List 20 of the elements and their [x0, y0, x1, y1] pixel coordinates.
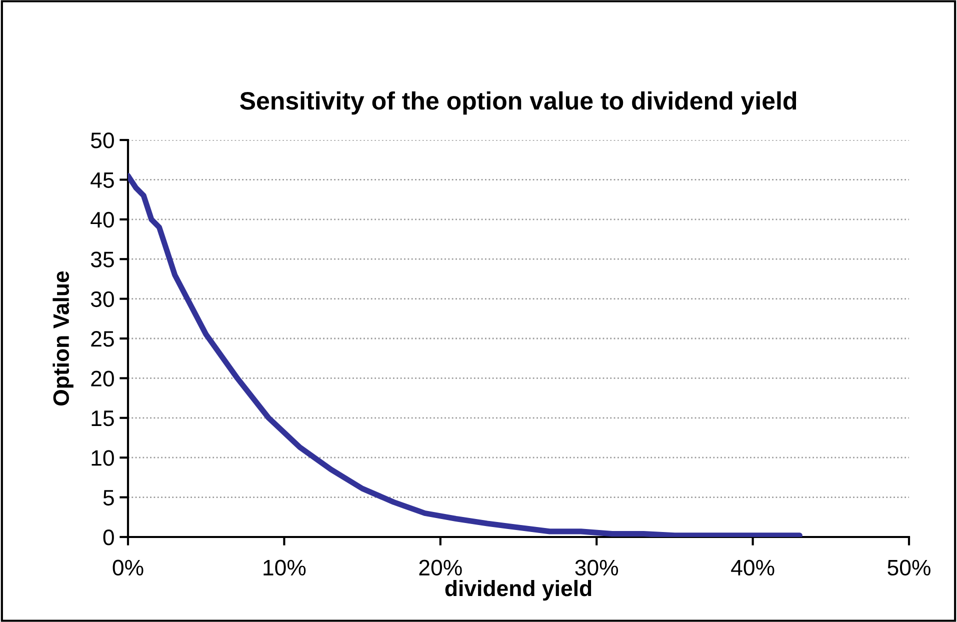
y-tick-label: 50	[90, 132, 114, 148]
x-tick-label: 0%	[112, 560, 144, 576]
y-tick-label: 25	[91, 331, 114, 347]
y-tick-label: 0	[103, 530, 114, 546]
chart-title: Sensitivity of the option value to dividend yield	[240, 91, 796, 115]
x-tick-label: 10%	[264, 560, 306, 576]
y-tick-label: 10	[92, 450, 114, 466]
x-tick-label: 30%	[575, 560, 618, 576]
y-tick-label: 30	[90, 291, 114, 308]
y-tick-label: 15	[92, 410, 114, 426]
y-tick-label: 5	[103, 490, 114, 506]
x-axis-title: dividend yield	[445, 580, 592, 601]
x-tick-label: 50%	[888, 560, 930, 576]
x-tick-label: 20%	[419, 560, 462, 576]
y-axis-title: Option Value	[52, 271, 74, 406]
y-tick-label: 45	[90, 172, 114, 188]
y-tick-label: 40	[90, 212, 114, 228]
x-tick-label: 40%	[731, 560, 774, 576]
y-tick-label: 20	[91, 370, 114, 386]
y-tick-label: 35	[90, 252, 114, 268]
